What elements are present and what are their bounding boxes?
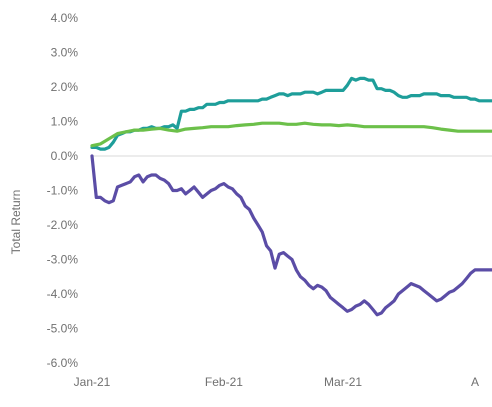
y-axis-ticks: 4.0% 3.0% 2.0% 1.0% 0.0% -1.0% -2.0% -3.0% -4.0%… — [47, 11, 79, 370]
x-axis-ticks: Jan-21 Feb-21 Mar-21 A — [74, 375, 479, 389]
x-tick-label: A — [471, 375, 479, 389]
y-tick-label: 1.0% — [51, 115, 79, 129]
y-tick-label: -2.0% — [47, 218, 79, 232]
y-tick-label: 3.0% — [51, 46, 79, 60]
y-tick-label: -6.0% — [47, 356, 79, 370]
y-axis-title: Total Return — [9, 190, 23, 255]
y-tick-label: 4.0% — [51, 11, 79, 25]
y-tick-label: -1.0% — [47, 184, 79, 198]
series-line-1 — [90, 76, 492, 151]
y-tick-label: -4.0% — [47, 287, 79, 301]
series-layer — [90, 76, 492, 317]
series-line-3 — [90, 154, 492, 317]
x-tick-label: Mar-21 — [324, 375, 362, 389]
y-tick-label: 2.0% — [51, 80, 79, 94]
y-tick-label: -3.0% — [47, 253, 79, 267]
y-tick-label: -5.0% — [47, 322, 79, 336]
x-tick-label: Feb-21 — [205, 375, 243, 389]
y-tick-label: 0.0% — [51, 149, 79, 163]
series-line-2 — [90, 121, 492, 148]
x-tick-label: Jan-21 — [74, 375, 111, 389]
